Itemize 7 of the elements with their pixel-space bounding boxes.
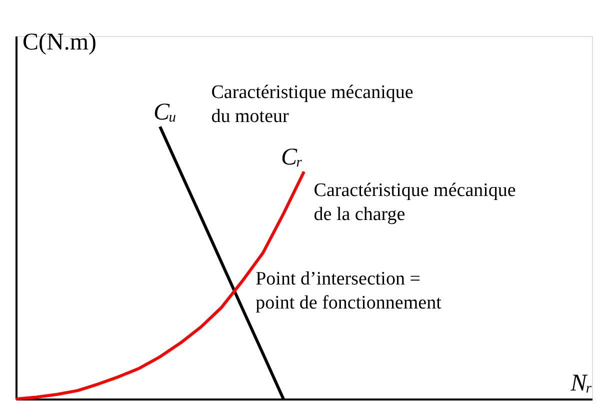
x-axis-title: Nᵣ	[570, 370, 592, 396]
annotation: Caractéristique mécanique de la charge	[314, 180, 516, 226]
annotation: Point d’intersection = point de fonctionnement	[256, 268, 442, 314]
series-label: Cᵣ	[281, 144, 303, 171]
y-axis-title: C(N.m)	[22, 30, 96, 56]
series-label: Cᵤ	[153, 100, 177, 126]
annotation: Caractéristique mécanique du moteur	[211, 82, 414, 128]
